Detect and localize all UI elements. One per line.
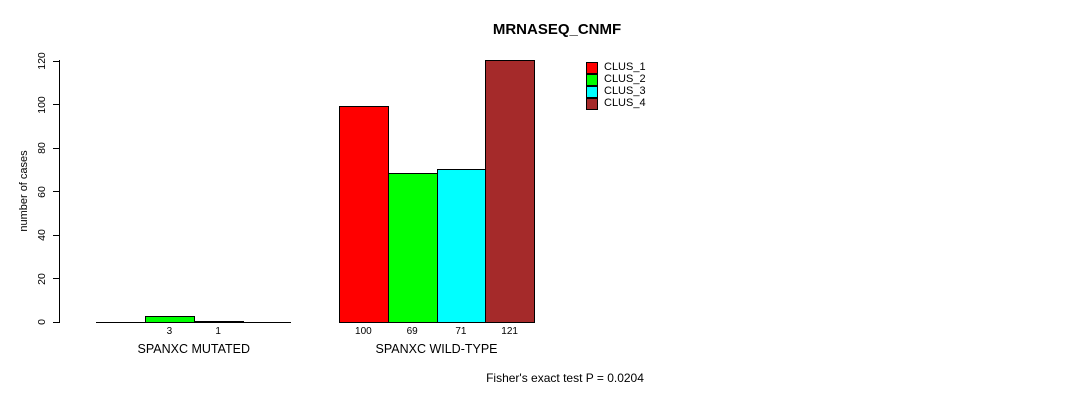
bar-value-label: 69 (406, 326, 418, 337)
bar-clus_3-mutated (193, 320, 244, 323)
y-tick-label: 60 (36, 185, 48, 198)
y-tick-label: 80 (36, 142, 48, 154)
bar-clus_1-wild-type (339, 105, 389, 323)
category-label: SPANXC MUTATED (137, 342, 251, 356)
y-axis-title: number of cases (18, 150, 30, 232)
y-tick-mark (53, 60, 59, 62)
y-tick-mark (53, 147, 59, 149)
bar-clus_4-wild-type (485, 59, 535, 323)
legend-label: CLUS_3 (604, 85, 646, 97)
legend-item-clus_3: CLUS_3 (586, 85, 646, 98)
y-tick-mark (53, 278, 59, 279)
bar-clus_2-mutated (145, 316, 195, 323)
y-tick-label: 20 (36, 272, 48, 285)
y-tick-label: 40 (36, 229, 48, 241)
y-tick-mark (53, 104, 59, 105)
fisher-test-annotation: Fisher's exact test P = 0.0204 (486, 371, 644, 385)
chart-title: MRNASEQ_CNMF (492, 21, 622, 38)
y-tick-mark (53, 321, 59, 323)
legend-label: CLUS_1 (604, 61, 646, 73)
legend-label: CLUS_4 (604, 97, 646, 109)
legend-swatch-clus_4 (586, 97, 598, 110)
bar-value-label: 100 (355, 326, 372, 337)
bar-clus_3-wild-type (436, 168, 487, 323)
y-tick-mark (53, 191, 59, 192)
legend-swatch-clus_1 (586, 61, 598, 74)
legend-item-clus_1: CLUS_1 (586, 61, 646, 74)
y-axis-line (59, 60, 60, 323)
bar-value-label: 121 (501, 326, 518, 337)
bar-value-label: 1 (215, 326, 221, 337)
y-tick-label: 100 (36, 95, 48, 114)
legend-swatch-clus_3 (586, 85, 598, 98)
y-tick-label: 0 (36, 319, 48, 325)
legend-item-clus_2: CLUS_2 (586, 73, 646, 86)
legend-label: CLUS_2 (604, 73, 646, 85)
legend: CLUS_1 CLUS_2 CLUS_3 CLUS_4 (586, 61, 646, 110)
legend-item-clus_4: CLUS_4 (586, 97, 646, 110)
category-label: SPANXC WILD-TYPE (375, 342, 498, 356)
bar-value-label: 71 (455, 326, 467, 337)
bar-clus_2-wild-type (387, 172, 438, 323)
y-tick-label: 120 (36, 52, 48, 70)
legend-swatch-clus_2 (586, 73, 598, 86)
y-tick-mark (53, 234, 59, 236)
bar-value-label: 3 (166, 326, 173, 337)
